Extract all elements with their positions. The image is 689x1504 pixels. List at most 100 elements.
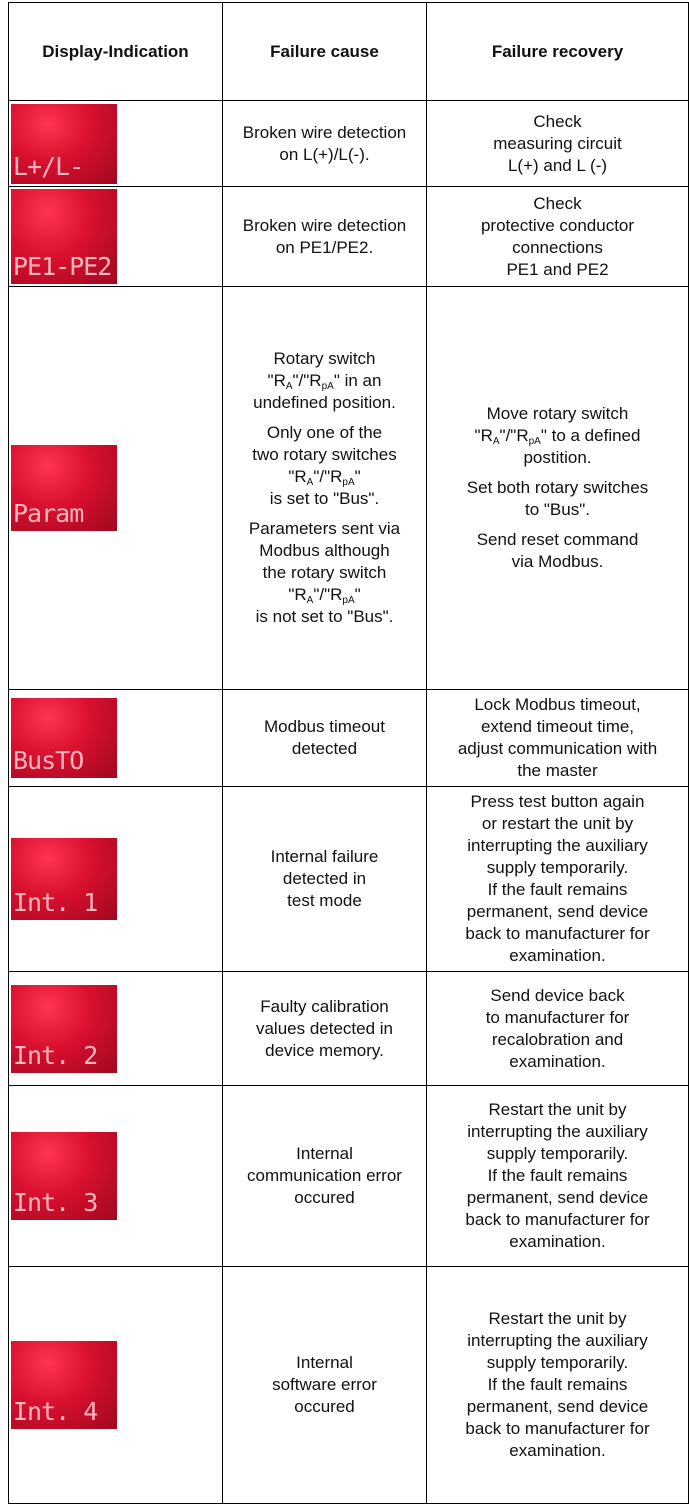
text-cell: Internal communication error occured (222, 1085, 427, 1267)
text-line: permanent, send device (466, 1188, 649, 1207)
text-line: Modbus timeout (264, 717, 385, 736)
text-line: supply temporarily. (486, 1144, 629, 1163)
subscript: A (285, 381, 293, 392)
cell-text: Broken wire detection on L(+)/L(-). (223, 118, 426, 170)
text-line: to "Bus". (525, 500, 590, 519)
text-line: back to manufacturer for (465, 1419, 650, 1438)
cell-text: Check protective conductor connections PE1 … (427, 189, 688, 285)
text-line: Internal (296, 1144, 353, 1163)
cell-text: Lock Modbus timeout, extend timeout time,… (427, 690, 688, 786)
cell-text: Restart the unit by interrupting the auxi… (427, 1095, 688, 1257)
display-text: Int. 3 (13, 1188, 98, 1217)
text-run: "R (288, 467, 307, 486)
display-text: PE1-PE2 (13, 252, 112, 281)
text-line: L(+) and L (-) (507, 155, 608, 175)
paragraph: Broken wire detection on PE1/PE2. (223, 211, 426, 263)
display-image: BusTO (11, 698, 117, 778)
text-line: Move rotary switch (486, 404, 629, 423)
text-line: values detected in (255, 1018, 394, 1038)
paragraph: Set both rotary switches to "Bus". (427, 473, 688, 525)
paragraph: Faulty calibration values detected in devi… (223, 992, 426, 1066)
table-row: Int. 4 Internal software error occured Resta… (8, 1266, 689, 1504)
text-line: supply temporarily. (486, 858, 629, 877)
header-cell: Failure cause (222, 2, 427, 101)
text-line: interrupting the auxiliary (467, 1331, 648, 1350)
display-cell: Int. 3 (8, 1085, 223, 1267)
cell-text: Modbus timeout detected (223, 712, 426, 764)
text-line: two rotary switches (252, 445, 397, 464)
text-line: the rotary switch (262, 563, 387, 582)
text-line: software error (272, 1375, 377, 1394)
paragraph: Internal software error occured (223, 1348, 426, 1422)
text-run: " (354, 585, 361, 604)
text-line: permanent, send device (466, 902, 649, 921)
text-line: measuring circuit (493, 133, 622, 153)
text-line: If the fault remains (487, 880, 628, 899)
paragraph: Parameters sent via Modbus although the ro… (223, 514, 426, 632)
paragraph: Restart the unit by interrupting the auxi… (427, 1304, 688, 1466)
text-line: Broken wire detection (242, 122, 407, 142)
table-row: Int. 3 Internal communication error occured… (8, 1085, 689, 1267)
text-cell: Faulty calibration values detected in devi… (222, 971, 427, 1086)
display-image: Int. 3 (11, 1132, 117, 1220)
display-image: Int. 1 (11, 838, 117, 920)
cell-text: Internal communication error occured (223, 1139, 426, 1213)
cell-text: Broken wire detection on PE1/PE2. (223, 211, 426, 263)
text-line: the master (517, 761, 598, 780)
text-run: "/"R (292, 371, 322, 390)
subscript: pA (342, 595, 355, 606)
text-cell: Press test button again or restart the un… (426, 786, 689, 972)
paragraph: Modbus timeout detected (223, 712, 426, 764)
paragraph: Only one of the two rotary switches "RA"/"… (223, 418, 426, 514)
table-body: L+/L- Broken wire detection on L(+)/L(-). C… (8, 100, 689, 1504)
text-line: interrupting the auxiliary (467, 1122, 648, 1141)
text-line: Set both rotary switches (466, 478, 649, 497)
text-line: via Modbus. (511, 552, 604, 571)
text-cell: Check measuring circuit L(+) and L (-) (426, 100, 689, 187)
text-cell: Lock Modbus timeout, extend timeout time,… (426, 689, 689, 787)
cell-text: Press test button again or restart the un… (427, 787, 688, 971)
paragraph: Broken wire detection on L(+)/L(-). (223, 118, 426, 170)
subscript: A (306, 477, 314, 488)
display-image: Int. 2 (11, 984, 117, 1073)
text-line: back to manufacturer for (465, 924, 650, 943)
text-cell: Internal software error occured (222, 1266, 427, 1504)
paragraph: Internal failure detected in test mode (223, 842, 426, 916)
text-line: recalobration and (491, 1029, 624, 1049)
display-cell: PE1-PE2 (8, 186, 223, 287)
text-line: extend timeout time, (480, 717, 635, 736)
text-line: adjust communication with (457, 739, 658, 758)
text-run: " in an (333, 371, 382, 390)
paragraph: Press test button again or restart the un… (427, 787, 688, 971)
display-cell: Param (8, 286, 223, 690)
subscript: pA (321, 381, 334, 392)
text-line: occured (294, 1397, 355, 1416)
text-line: Restart the unit by (488, 1309, 627, 1328)
subscript: A (306, 595, 314, 606)
text-cell: Send device back to manufacturer for recal… (426, 971, 689, 1086)
text-line: is not set to "Bus". (255, 607, 394, 626)
text-line: Only one of the (266, 423, 383, 442)
text-line: Modbus although (259, 541, 390, 560)
display-cell: BusTO (8, 689, 223, 787)
text-line: device memory. (265, 1040, 384, 1060)
text-line: Lock Modbus timeout, (474, 695, 641, 714)
display-text: Int. 4 (13, 1397, 98, 1426)
paragraph: Lock Modbus timeout, extend timeout time,… (427, 690, 688, 786)
text-line: Restart the unit by (488, 1100, 627, 1119)
display-cell: Int. 1 (8, 786, 223, 972)
cell-text: Move rotary switch "RA"/"RpA" to a define… (427, 399, 688, 577)
text-line: Internal (296, 1353, 353, 1372)
display-image: PE1-PE2 (11, 189, 117, 284)
text-line: permanent, send device (466, 1397, 649, 1416)
table-row: Param Rotary switch "RA"/"RpA" in an undefi… (8, 286, 689, 690)
subscript: pA (342, 477, 355, 488)
text-run: " (354, 467, 361, 486)
header-row: Display-Indication Failure cause Failure… (8, 2, 689, 101)
subscript: pA (528, 436, 541, 447)
text-run: "/"R (499, 426, 529, 445)
text-line: examination. (509, 946, 606, 965)
text-line: Parameters sent via (248, 519, 401, 538)
paragraph: Check measuring circuit L(+) and L (-) (427, 107, 688, 181)
